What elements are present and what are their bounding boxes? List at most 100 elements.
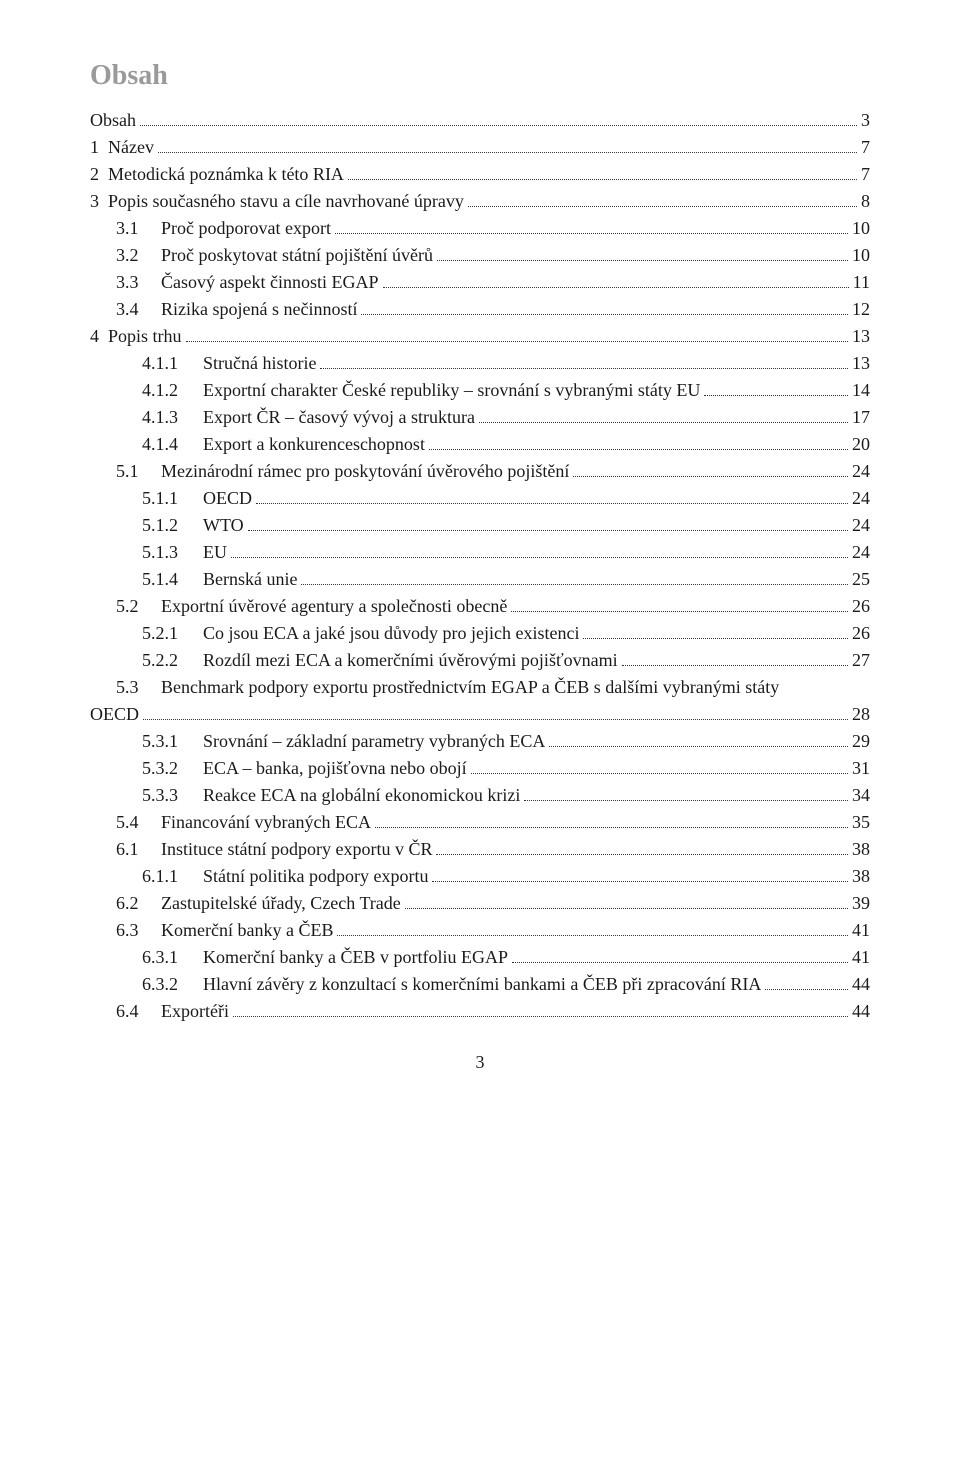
toc-entry-page: 29 xyxy=(852,731,870,752)
toc-leader-dots xyxy=(143,719,848,720)
toc-entry: 3.1 Proč podporovat export 10 xyxy=(116,218,870,239)
toc-leader-dots xyxy=(301,584,848,585)
toc-entry-number: 6.3 xyxy=(116,920,152,941)
toc-entry-page: 10 xyxy=(852,245,870,266)
toc-entry: 6.2 Zastupitelské úřady, Czech Trade39 xyxy=(116,893,870,914)
toc-entry-page: 25 xyxy=(852,569,870,590)
toc-entry-page: 24 xyxy=(852,461,870,482)
toc-leader-dots xyxy=(140,125,857,126)
toc-entry-number: 5.3 xyxy=(116,677,152,698)
toc-leader-dots xyxy=(256,503,848,504)
toc-entry-label: OECD xyxy=(90,704,139,725)
toc-entry-label: 5.1.3 EU xyxy=(142,542,227,563)
toc-entry: 6.3.2 Hlavní závěry z konzultací s komer… xyxy=(142,974,870,995)
toc-entry-page: 26 xyxy=(852,623,870,644)
toc-leader-dots xyxy=(622,665,848,666)
toc-entry-page: 28 xyxy=(852,704,870,725)
toc-entry: 3.4 Rizika spojená s nečinností 12 xyxy=(116,299,870,320)
toc-leader-dots xyxy=(375,827,848,828)
toc-leader-dots xyxy=(348,179,857,180)
toc-entry-label: 5.2 Exportní úvěrové agentury a společno… xyxy=(116,596,507,617)
toc-entry: 5.3 Benchmark podpory exportu prostředni… xyxy=(116,677,870,725)
toc-entry: 2 Metodická poznámka k této RIA7 xyxy=(90,164,870,185)
toc-entry-number: 3.3 xyxy=(116,272,152,293)
toc-entry: 6.3.1 Komerční banky a ČEB v portfoliu E… xyxy=(142,947,870,968)
toc-entry-number: 5.1.1 xyxy=(142,488,194,509)
toc-entry: 3.3 Časový aspekt činnosti EGAP 11 xyxy=(116,272,870,293)
toc-entry: 5.3.1 Srovnání – základní parametry vybr… xyxy=(142,731,870,752)
toc-entry-page: 3 xyxy=(861,110,870,131)
toc-entry-page: 11 xyxy=(853,272,870,293)
toc-entry-label: 5.3.3 Reakce ECA na globální ekonomickou… xyxy=(142,785,520,806)
toc-entry-page: 38 xyxy=(852,839,870,860)
toc-entry-label: 3.2 Proč poskytovat státní pojištění úvě… xyxy=(116,245,433,266)
toc-entry: 5.4 Financování vybraných ECA35 xyxy=(116,812,870,833)
toc-leader-dots xyxy=(361,314,848,315)
toc-entry: 6.1 Instituce státní podpory exportu v Č… xyxy=(116,839,870,860)
toc-leader-dots xyxy=(479,422,848,423)
toc-entry-number: 3.1 xyxy=(116,218,152,239)
toc-entry-page: 39 xyxy=(852,893,870,914)
toc-leader-dots xyxy=(549,746,848,747)
toc-entry-number: 6.4 xyxy=(116,1001,152,1022)
toc-entry-page: 24 xyxy=(852,488,870,509)
toc-entry-label: 4.1.3 Export ČR – časový vývoj a struktu… xyxy=(142,407,475,428)
toc-entry-page: 41 xyxy=(852,947,870,968)
toc-entry: Obsah 3 xyxy=(90,110,870,131)
toc-entry: 5.2 Exportní úvěrové agentury a společno… xyxy=(116,596,870,617)
toc-entry-page: 10 xyxy=(852,218,870,239)
toc-entry-page: 24 xyxy=(852,542,870,563)
toc-leader-dots xyxy=(437,260,848,261)
toc-leader-dots xyxy=(765,989,848,990)
toc-leader-dots xyxy=(383,287,849,288)
toc-entry-label: Obsah xyxy=(90,110,136,131)
toc-entry-number: 4 xyxy=(90,326,99,347)
toc-entry-number: 3.4 xyxy=(116,299,152,320)
toc-entry-label: 5.1 Mezinárodní rámec pro poskytování úv… xyxy=(116,461,569,482)
toc-leader-dots xyxy=(429,449,848,450)
page-number-footer: 3 xyxy=(90,1052,870,1073)
toc-entry-number: 4.1.2 xyxy=(142,380,194,401)
toc-leader-dots xyxy=(337,935,848,936)
toc-entry-number: 1 xyxy=(90,137,99,158)
toc-entry-page: 24 xyxy=(852,515,870,536)
toc-entry: 4.1.2 Exportní charakter České republiky… xyxy=(142,380,870,401)
toc-entry-label: 3.3 Časový aspekt činnosti EGAP xyxy=(116,272,379,293)
toc-entry-label: 2 Metodická poznámka k této RIA xyxy=(90,164,344,185)
toc-entry-number: 5.3.3 xyxy=(142,785,194,806)
toc-entry-number: 6.3.1 xyxy=(142,947,194,968)
toc-entry-number: 5.1 xyxy=(116,461,152,482)
toc-leader-dots xyxy=(432,881,848,882)
toc-leader-dots xyxy=(231,557,848,558)
toc-entry-number: 5.1.2 xyxy=(142,515,194,536)
toc-leader-dots xyxy=(583,638,848,639)
toc-entry: 5.2.2 Rozdíl mezi ECA a komerčními úvěro… xyxy=(142,650,870,671)
toc-entry-page: 38 xyxy=(852,866,870,887)
toc-entry-number: 6.1 xyxy=(116,839,152,860)
toc-entry: 5.1.3 EU 24 xyxy=(142,542,870,563)
toc-entry-label: 5.1.4 Bernská unie xyxy=(142,569,297,590)
toc-entry: 6.3 Komerční banky a ČEB41 xyxy=(116,920,870,941)
toc-entry-label: 6.3 Komerční banky a ČEB xyxy=(116,920,333,941)
toc-entry: 4.1.3 Export ČR – časový vývoj a struktu… xyxy=(142,407,870,428)
toc-entry-label: 3.4 Rizika spojená s nečinností xyxy=(116,299,357,320)
toc-entry-label: 5.4 Financování vybraných ECA xyxy=(116,812,371,833)
toc-entry: 4 Popis trhu13 xyxy=(90,326,870,347)
toc-entry-label: 3.1 Proč podporovat export xyxy=(116,218,331,239)
toc-entry-number: 5.2.1 xyxy=(142,623,194,644)
toc-entry-label: 6.1.1 Státní politika podpory exportu xyxy=(142,866,428,887)
toc-entry-page: 27 xyxy=(852,650,870,671)
toc-leader-dots xyxy=(468,206,857,207)
toc-entry-number: 5.3.1 xyxy=(142,731,194,752)
toc-entry-page: 20 xyxy=(852,434,870,455)
toc-entry-label: 6.3.2 Hlavní závěry z konzultací s komer… xyxy=(142,974,761,995)
toc-entry-page: 12 xyxy=(852,299,870,320)
toc-entry: 6.1.1 Státní politika podpory exportu 38 xyxy=(142,866,870,887)
toc-entry-number: 3 xyxy=(90,191,99,212)
toc-entry: 1 Název7 xyxy=(90,137,870,158)
toc-entry: 5.3.3 Reakce ECA na globální ekonomickou… xyxy=(142,785,870,806)
table-of-contents: Obsah 3 1 Název7 2 Metodická poznámka k tét… xyxy=(90,110,870,1022)
toc-entry-label: 4.1.4 Export a konkurenceschopnost xyxy=(142,434,425,455)
toc-entry-label: 5.1.1 OECD xyxy=(142,488,252,509)
toc-entry-label: 4.1.2 Exportní charakter České republiky… xyxy=(142,380,700,401)
